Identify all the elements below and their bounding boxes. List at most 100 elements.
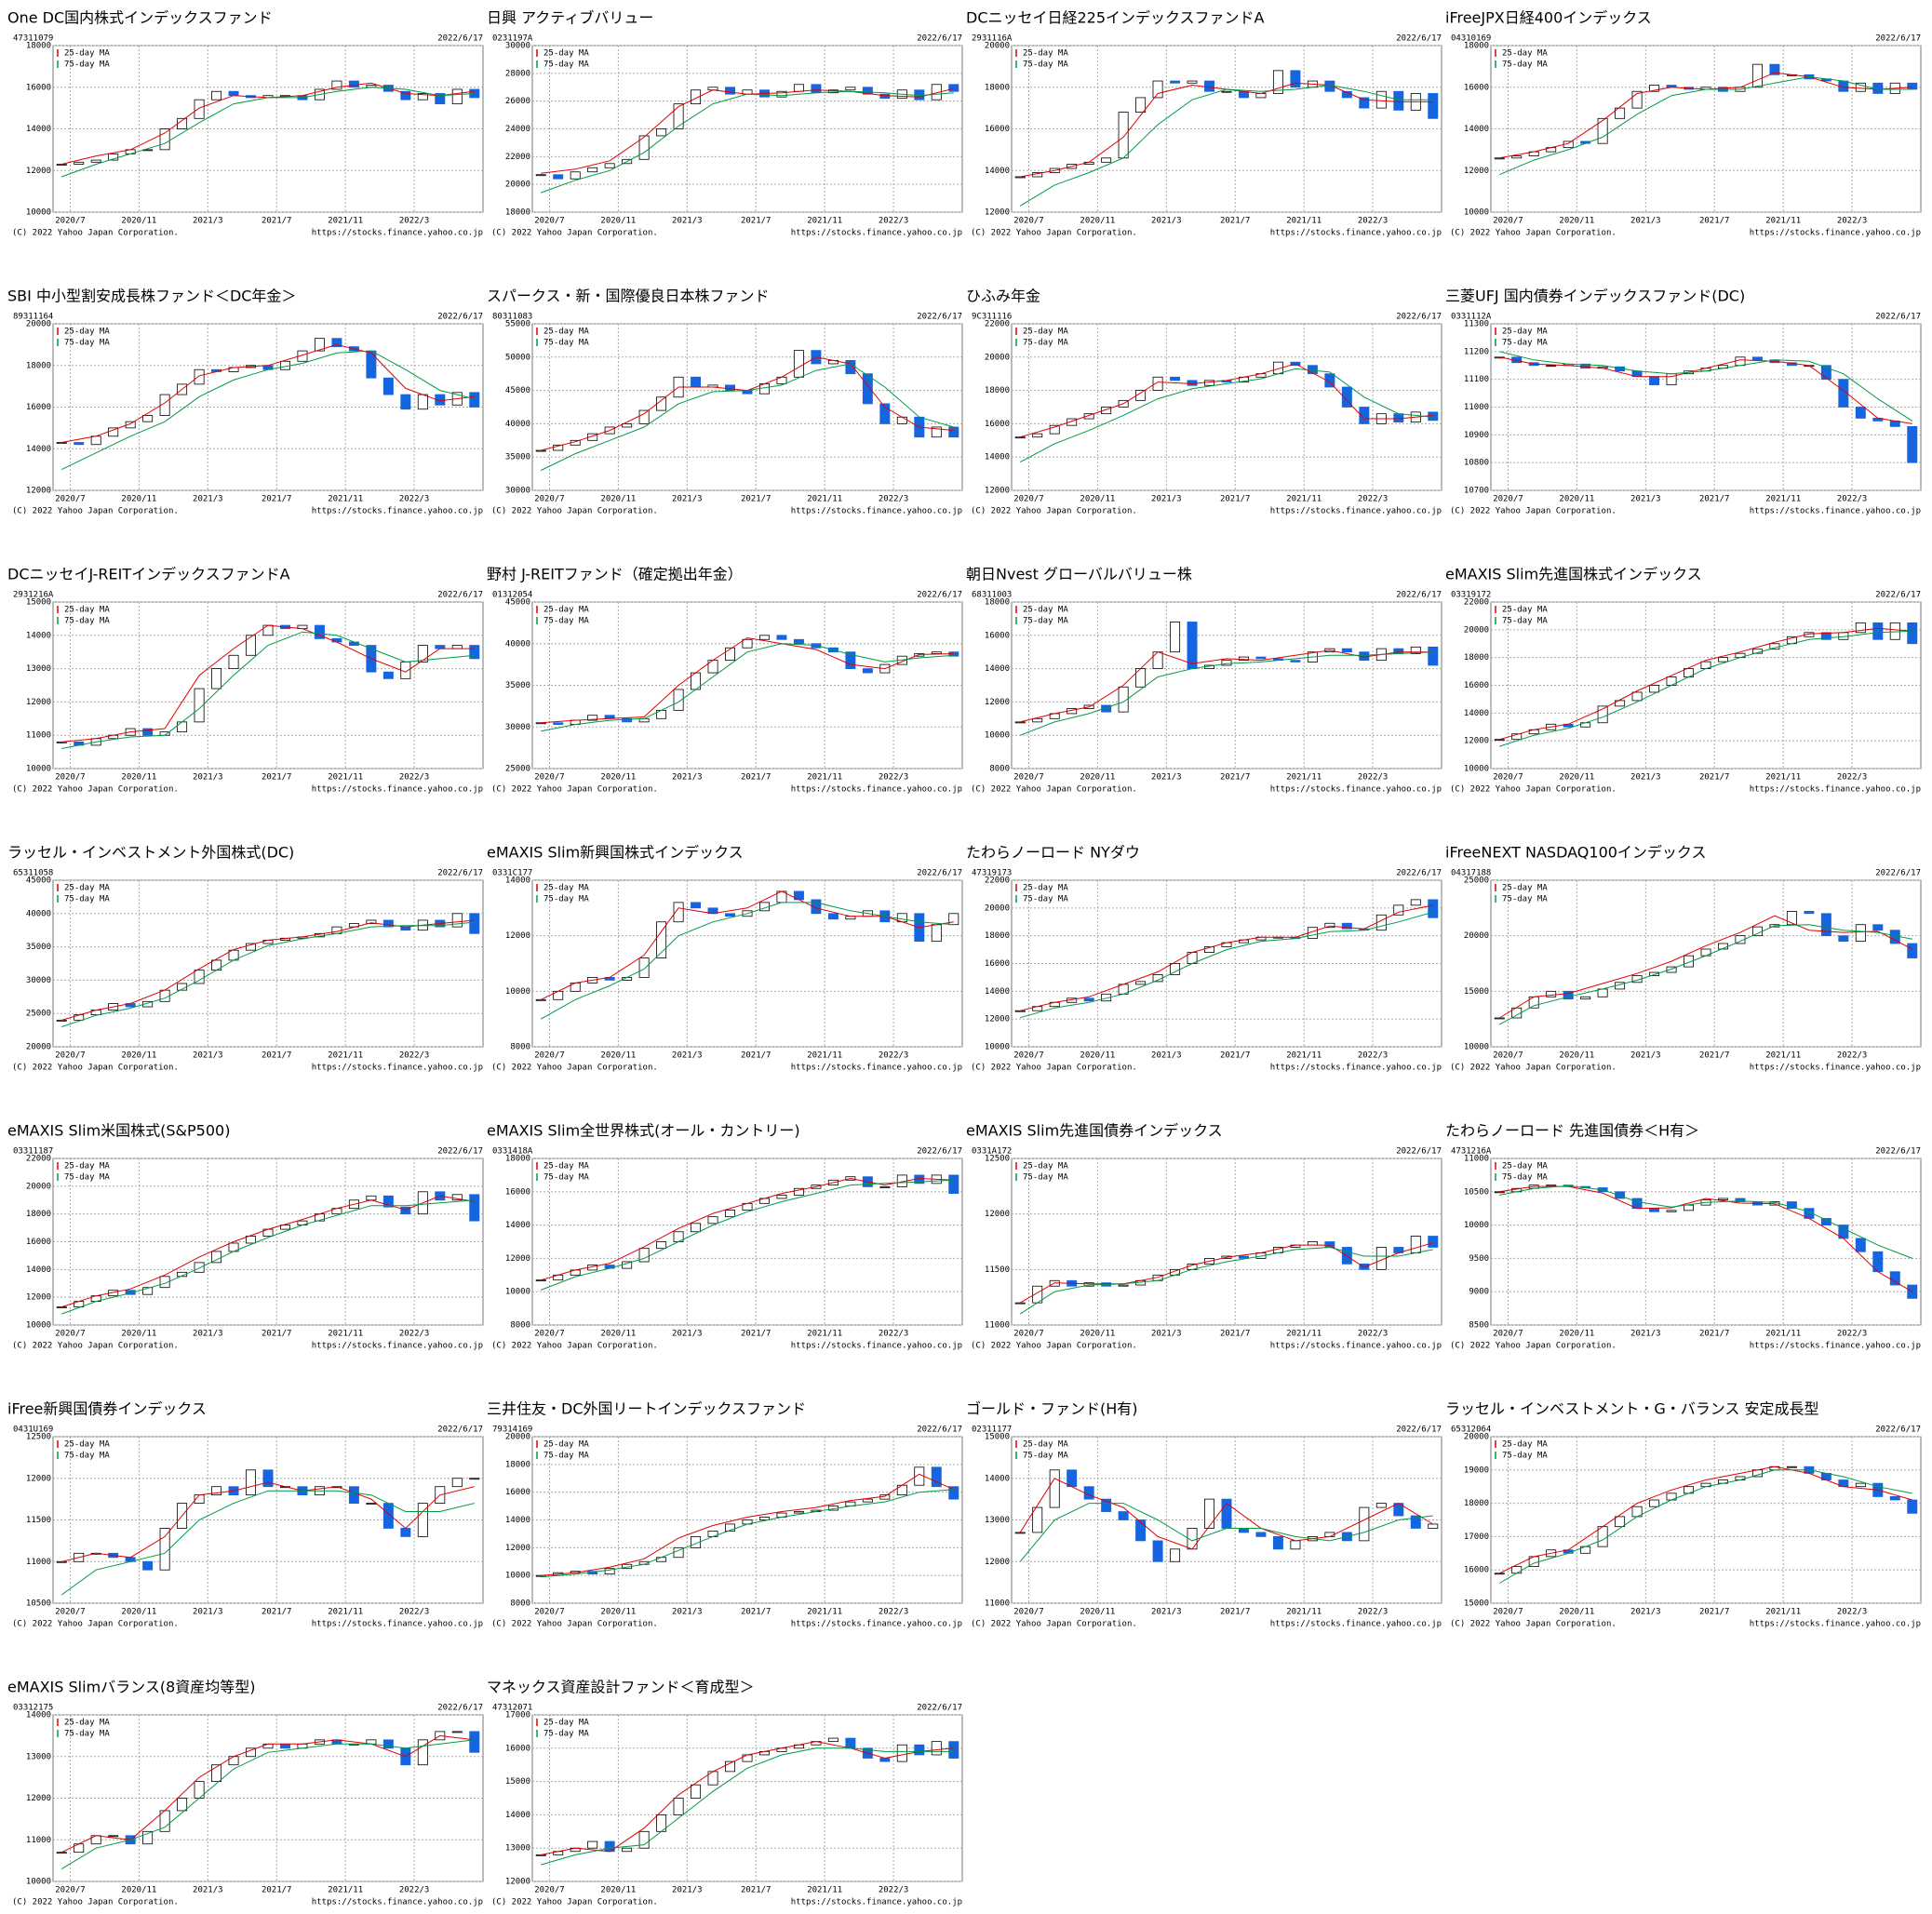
x-tick-label: 2020/7 bbox=[1493, 1608, 1523, 1617]
y-tick-label: 9500 bbox=[1469, 1254, 1489, 1264]
candle-body bbox=[382, 671, 394, 679]
chart-title: 日興 アクティブバリュー bbox=[487, 9, 653, 27]
chart-panel: eMAXIS Slimバランス(8資産均等型) 03312175 2022/6/17… bbox=[7, 1679, 484, 1907]
x-tick-label: 2021/11 bbox=[1765, 217, 1801, 226]
candle-body bbox=[1735, 1198, 1746, 1202]
legend-label: 75-day MA bbox=[64, 1730, 110, 1739]
chart-panel: eMAXIS Slim全世界株式(オール・カントリー) 0331418A 2022/… bbox=[487, 1122, 963, 1351]
candle-body bbox=[1615, 107, 1626, 119]
moving-average-line bbox=[541, 1489, 954, 1578]
candle-body bbox=[553, 444, 564, 451]
candle-body bbox=[862, 87, 873, 95]
candle-body bbox=[1855, 407, 1866, 419]
source-url: https://stocks.finance.yahoo.co.jp bbox=[791, 1342, 962, 1351]
chart-panel: ラッセル・インベストメント・G・バランス 安定成長型 65312064 2022/6… bbox=[1445, 1400, 1922, 1629]
candle-body bbox=[896, 1484, 907, 1496]
x-tick-label: 2020/11 bbox=[1080, 1051, 1115, 1061]
chart-panel: iFreeJPX日経400インデックス 04310169 2022/6/17 1000… bbox=[1445, 9, 1922, 238]
plot-area bbox=[531, 323, 963, 491]
x-tick-label: 2021/3 bbox=[672, 773, 703, 783]
candle-body bbox=[1032, 717, 1043, 723]
y-tick-label: 40000 bbox=[505, 639, 530, 649]
candle-body bbox=[793, 1511, 804, 1514]
candle-body bbox=[56, 1852, 67, 1854]
candle-body bbox=[553, 174, 564, 180]
y-tick-label: 45000 bbox=[26, 877, 51, 886]
y-tick-label: 16000 bbox=[505, 1744, 530, 1753]
legend-label: 25-day MA bbox=[64, 884, 110, 893]
candle-body bbox=[1135, 97, 1147, 114]
y-tick-label: 16000 bbox=[985, 631, 1010, 640]
x-tick-label: 2021/7 bbox=[262, 1330, 292, 1339]
candle-body bbox=[1152, 1540, 1163, 1562]
candle-body bbox=[142, 728, 154, 736]
fund-code: 0331112A bbox=[1451, 313, 1492, 322]
fund-code: 65312064 bbox=[1451, 1425, 1491, 1435]
y-tick-label: 35000 bbox=[505, 453, 530, 462]
legend-label: 75-day MA bbox=[1502, 617, 1548, 626]
candle-body bbox=[587, 715, 598, 721]
legend-label: 75-day MA bbox=[1023, 1173, 1068, 1183]
as-of-date: 2022/6/17 bbox=[437, 869, 483, 878]
copyright: (C) 2022 Yahoo Japan Corporation. bbox=[1450, 1620, 1617, 1629]
legend-label: 25-day MA bbox=[64, 606, 110, 615]
candle-body bbox=[1118, 1511, 1129, 1520]
y-tick-label: 18000 bbox=[985, 386, 1010, 395]
x-tick-label: 2020/11 bbox=[1559, 773, 1594, 783]
moving-average-line bbox=[61, 87, 475, 178]
chart-title: たわらノーロード 先進国債券＜H有＞ bbox=[1445, 1122, 1699, 1140]
copyright: (C) 2022 Yahoo Japan Corporation. bbox=[971, 229, 1137, 238]
candle-body bbox=[1359, 407, 1370, 424]
y-tick-label: 11000 bbox=[1464, 403, 1489, 412]
fund-code: 2931216A bbox=[13, 591, 54, 600]
candle-body bbox=[451, 1194, 463, 1201]
candle-body bbox=[1907, 622, 1918, 645]
x-tick-label: 2020/11 bbox=[121, 217, 156, 226]
moving-average-line bbox=[61, 1195, 475, 1308]
candle-body bbox=[811, 899, 822, 915]
moving-average-line bbox=[1020, 904, 1433, 1011]
moving-average-line bbox=[1019, 1246, 1433, 1315]
y-tick-label: 16000 bbox=[1464, 83, 1489, 92]
moving-average-line bbox=[541, 90, 954, 194]
candle-body bbox=[931, 651, 942, 654]
y-tick-label: 40000 bbox=[505, 420, 530, 429]
y-tick-label: 11500 bbox=[985, 1265, 1010, 1275]
candle-body bbox=[400, 394, 411, 410]
candle-body bbox=[366, 919, 377, 924]
candle-body bbox=[1889, 622, 1900, 640]
chart-title: eMAXIS Slim米国株式(S&P500) bbox=[7, 1122, 230, 1140]
x-tick-label: 2022/3 bbox=[399, 773, 430, 783]
y-tick-label: 20000 bbox=[1464, 625, 1489, 635]
legend-label: 75-day MA bbox=[1502, 60, 1548, 70]
candle-body bbox=[469, 1194, 480, 1222]
chart-panel: 三菱UFJ 国内債券インデックスファンド(DC) 0331112A 2022/6/1… bbox=[1445, 288, 1922, 516]
candle-body bbox=[314, 624, 325, 639]
legend-label: 75-day MA bbox=[543, 60, 589, 70]
chart-title: ラッセル・インベストメント・G・バランス 安定成長型 bbox=[1445, 1400, 1819, 1418]
y-tick-label: 12000 bbox=[985, 487, 1010, 496]
source-url: https://stocks.finance.yahoo.co.jp bbox=[1750, 1342, 1921, 1351]
candle-body bbox=[451, 913, 463, 928]
copyright: (C) 2022 Yahoo Japan Corporation. bbox=[491, 1342, 658, 1351]
candle-body bbox=[194, 688, 205, 723]
moving-average-line bbox=[1498, 924, 1912, 1025]
y-tick-label: 11000 bbox=[985, 1321, 1010, 1331]
candle-body bbox=[535, 998, 546, 1001]
x-tick-label: 2021/11 bbox=[807, 217, 842, 226]
y-tick-label: 12000 bbox=[505, 1254, 530, 1264]
x-tick-label: 2020/7 bbox=[1493, 773, 1523, 783]
legend-label: 25-day MA bbox=[1023, 49, 1068, 59]
moving-average-line bbox=[1019, 1503, 1433, 1562]
y-tick-label: 20000 bbox=[985, 903, 1010, 913]
copyright: (C) 2022 Yahoo Japan Corporation. bbox=[1450, 785, 1617, 795]
y-tick-label: 12000 bbox=[26, 1794, 51, 1803]
candle-body bbox=[587, 433, 598, 441]
x-tick-label: 2021/11 bbox=[807, 1886, 842, 1895]
y-tick-label: 11000 bbox=[985, 1599, 1010, 1609]
x-tick-label: 2021/7 bbox=[1220, 1608, 1251, 1617]
moving-average-line bbox=[60, 350, 475, 471]
y-tick-label: 20000 bbox=[505, 181, 530, 190]
candle-body bbox=[1820, 632, 1831, 640]
